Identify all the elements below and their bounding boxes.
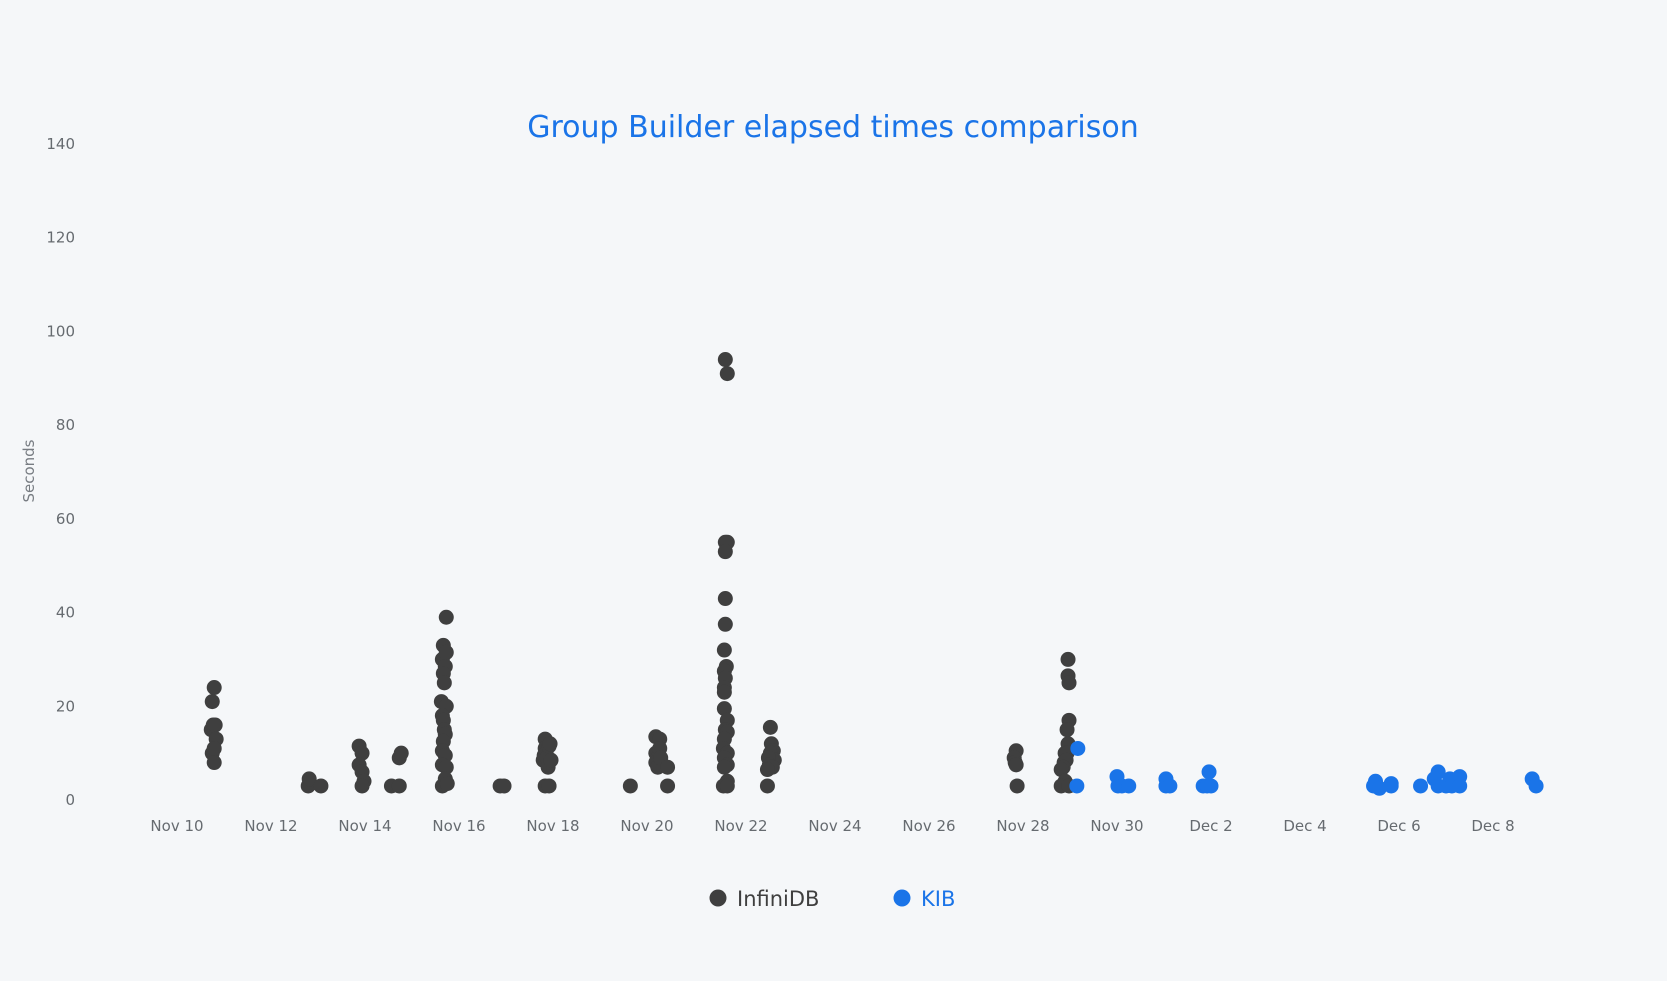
data-point[interactable] — [1061, 675, 1077, 691]
plot-area — [203, 352, 1544, 796]
legend-item-infinidb[interactable]: InfiniDB — [709, 887, 820, 911]
data-point[interactable] — [207, 717, 223, 733]
x-axis: Nov 10 Nov 12 Nov 14 Nov 16 Nov 18 Nov 20 Nov … — [150, 817, 1514, 835]
data-point[interactable] — [391, 778, 407, 794]
legend-marker — [893, 889, 911, 907]
data-point[interactable] — [1008, 757, 1024, 773]
data-point[interactable] — [354, 778, 370, 794]
y-tick-label: 40 — [56, 604, 75, 622]
data-point[interactable] — [1383, 778, 1399, 794]
legend-item-kib[interactable]: KIB — [893, 887, 956, 911]
x-tick-label: Dec 2 — [1189, 817, 1232, 835]
y-tick-label: 60 — [56, 510, 75, 528]
chart-title: Group Builder elapsed times comparison — [527, 110, 1139, 145]
data-point[interactable] — [660, 759, 676, 775]
data-point[interactable] — [1371, 780, 1387, 796]
legend-label: KIB — [921, 887, 955, 911]
data-point[interactable] — [542, 736, 558, 752]
y-axis-label: Seconds — [20, 439, 38, 502]
data-point[interactable] — [1201, 764, 1217, 780]
data-point[interactable] — [313, 778, 329, 794]
x-tick-label: Dec 8 — [1471, 817, 1514, 835]
data-point[interactable] — [206, 740, 222, 756]
data-point[interactable] — [716, 759, 732, 775]
data-point[interactable] — [759, 762, 775, 778]
data-point[interactable] — [716, 701, 732, 717]
data-point[interactable] — [719, 778, 735, 794]
data-point[interactable] — [717, 544, 733, 560]
data-point[interactable] — [1121, 778, 1137, 794]
x-tick-label: Nov 12 — [244, 817, 297, 835]
x-tick-label: Dec 6 — [1377, 817, 1420, 835]
series-kib — [1069, 740, 1544, 796]
data-point[interactable] — [1009, 778, 1025, 794]
y-tick-label: 120 — [46, 229, 75, 247]
data-point[interactable] — [1053, 762, 1069, 778]
legend[interactable]: InfiniDB KIB — [709, 887, 956, 911]
data-point[interactable] — [660, 778, 676, 794]
data-point[interactable] — [1162, 778, 1178, 794]
legend-marker — [709, 889, 727, 907]
data-point[interactable] — [438, 609, 454, 625]
x-tick-label: Nov 10 — [150, 817, 203, 835]
data-point[interactable] — [543, 752, 559, 768]
data-point[interactable] — [717, 616, 733, 632]
data-point[interactable] — [206, 680, 222, 696]
data-point[interactable] — [1203, 778, 1219, 794]
series-infinidb — [203, 352, 1077, 794]
x-tick-label: Nov 22 — [714, 817, 767, 835]
legend-label: InfiniDB — [737, 887, 819, 911]
data-point[interactable] — [393, 745, 409, 761]
data-point[interactable] — [436, 675, 452, 691]
x-tick-label: Nov 20 — [620, 817, 673, 835]
data-point[interactable] — [438, 759, 454, 775]
data-point[interactable] — [622, 778, 638, 794]
y-tick-label: 20 — [56, 697, 75, 715]
y-tick-label: 0 — [65, 791, 75, 809]
data-point[interactable] — [301, 771, 317, 787]
x-tick-label: Nov 24 — [808, 817, 861, 835]
data-point[interactable] — [717, 352, 733, 368]
data-point[interactable] — [438, 644, 454, 660]
x-tick-label: Nov 14 — [338, 817, 391, 835]
data-point[interactable] — [1528, 778, 1544, 794]
x-tick-label: Nov 28 — [996, 817, 1049, 835]
data-point[interactable] — [204, 694, 220, 710]
y-tick-label: 100 — [46, 322, 75, 340]
data-point[interactable] — [1069, 778, 1085, 794]
data-point[interactable] — [541, 778, 557, 794]
y-axis: 0 20 40 60 80 100 120 140 — [46, 135, 75, 809]
x-tick-label: Nov 18 — [526, 817, 579, 835]
data-point[interactable] — [354, 745, 370, 761]
data-point[interactable] — [1413, 778, 1429, 794]
x-tick-label: Nov 30 — [1090, 817, 1143, 835]
data-point[interactable] — [1070, 740, 1086, 756]
data-point[interactable] — [439, 776, 455, 792]
x-tick-label: Nov 26 — [902, 817, 955, 835]
x-tick-label: Dec 4 — [1283, 817, 1326, 835]
data-point[interactable] — [716, 642, 732, 658]
data-point[interactable] — [716, 684, 732, 700]
x-tick-label: Nov 16 — [432, 817, 485, 835]
data-point[interactable] — [496, 778, 512, 794]
data-point[interactable] — [719, 366, 735, 382]
y-tick-label: 140 — [46, 135, 75, 153]
data-point[interactable] — [1452, 778, 1468, 794]
data-point[interactable] — [759, 778, 775, 794]
data-point[interactable] — [206, 755, 222, 771]
data-point[interactable] — [762, 719, 778, 735]
data-point[interactable] — [717, 591, 733, 607]
y-tick-label: 80 — [56, 416, 75, 434]
data-point[interactable] — [1060, 651, 1076, 667]
data-point[interactable] — [1059, 722, 1075, 738]
